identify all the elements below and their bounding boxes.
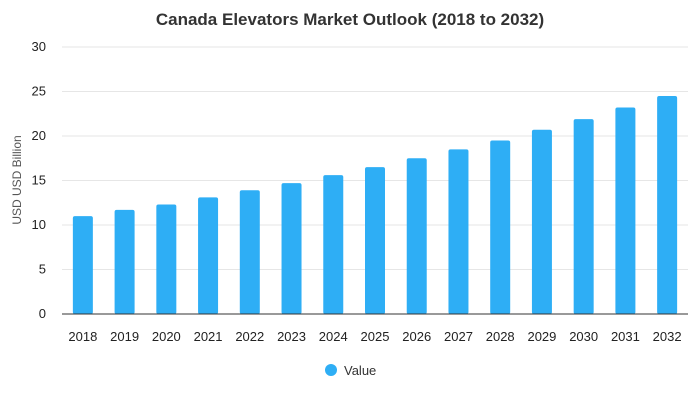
legend-label-value: Value bbox=[344, 363, 376, 378]
bar-2018 bbox=[72, 216, 93, 314]
bar-2029 bbox=[531, 129, 552, 314]
legend-swatch-value bbox=[325, 364, 337, 376]
x-tick-label: 2027 bbox=[444, 329, 473, 344]
bar-2020 bbox=[156, 204, 177, 314]
bar-2031 bbox=[615, 107, 636, 315]
x-tick-label: 2028 bbox=[486, 329, 515, 344]
y-tick-label: 10 bbox=[32, 217, 46, 232]
x-tick-label: 2030 bbox=[569, 329, 598, 344]
x-tick-label: 2025 bbox=[361, 329, 390, 344]
bar-2021 bbox=[198, 197, 219, 314]
x-tick-label: 2019 bbox=[110, 329, 139, 344]
bar-2025 bbox=[365, 167, 385, 314]
y-axis-ticks: 0 5 10 15 20 25 30 bbox=[32, 39, 46, 321]
y-axis-label: USD USD Billion bbox=[10, 135, 24, 224]
x-tick-label: 2029 bbox=[527, 329, 556, 344]
x-tick-label: 2022 bbox=[235, 329, 264, 344]
bar-2032 bbox=[657, 95, 678, 314]
y-tick-label: 25 bbox=[32, 84, 46, 99]
legend: Value bbox=[325, 363, 376, 378]
x-tick-label: 2023 bbox=[277, 329, 306, 344]
x-tick-label: 2021 bbox=[194, 329, 223, 344]
x-tick-label: 2024 bbox=[319, 329, 348, 344]
bar-2022 bbox=[239, 190, 260, 314]
bar-2024 bbox=[323, 175, 344, 314]
y-tick-label: 30 bbox=[32, 39, 46, 54]
chart-title: Canada Elevators Market Outlook (2018 to… bbox=[156, 10, 544, 29]
bar-2026 bbox=[406, 158, 427, 314]
bar-2027 bbox=[448, 149, 469, 314]
x-tick-label: 2031 bbox=[611, 329, 640, 344]
bars bbox=[72, 95, 678, 315]
x-tick-label: 2020 bbox=[152, 329, 181, 344]
bar-2030 bbox=[573, 119, 594, 314]
bar-2023 bbox=[281, 183, 302, 314]
y-tick-label: 0 bbox=[39, 306, 46, 321]
x-tick-label: 2032 bbox=[653, 329, 682, 344]
x-axis-ticks: 2018 2019 2020 2021 2022 2023 2024 2025 2026 2027… bbox=[68, 329, 681, 344]
x-tick-label: 2026 bbox=[402, 329, 431, 344]
y-tick-label: 15 bbox=[32, 173, 46, 188]
bar-2028 bbox=[490, 140, 511, 314]
y-tick-label: 20 bbox=[32, 128, 46, 143]
x-tick-label: 2018 bbox=[68, 329, 97, 344]
y-tick-label: 5 bbox=[39, 262, 46, 277]
bar-2019 bbox=[114, 209, 135, 314]
